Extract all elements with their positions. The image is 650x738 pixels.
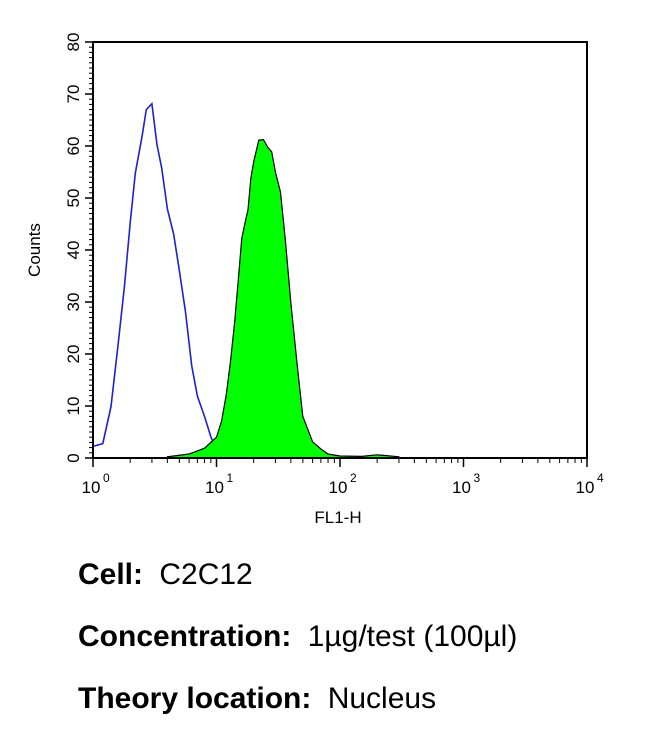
x-tick-label-base: 10 xyxy=(329,478,348,497)
series-layer xyxy=(92,102,400,459)
x-tick-label-base: 10 xyxy=(576,478,595,497)
x-tick-label-exponent: 2 xyxy=(350,471,357,485)
caption-concentration: Concentration: 1µg/test (100µl) xyxy=(78,620,517,654)
caption-theory-location-label: Theory location: xyxy=(78,682,312,715)
x-axis-title: FL1-H xyxy=(314,508,361,527)
y-tick-label: 50 xyxy=(64,189,83,208)
y-tick-label: 30 xyxy=(64,293,83,312)
x-tick-label-exponent: 0 xyxy=(103,471,110,485)
y-tick-label: 80 xyxy=(64,33,83,52)
x-tick-label-base: 10 xyxy=(82,478,101,497)
y-axis: 0 10 20 30 40 50 60 70 80 xyxy=(64,33,93,463)
x-tick-label-exponent: 4 xyxy=(597,471,604,485)
y-tick-label: 40 xyxy=(64,241,83,260)
y-tick-label: 20 xyxy=(64,345,83,364)
caption-cell: Cell: C2C12 xyxy=(78,558,253,592)
y-tick-label: 70 xyxy=(64,85,83,104)
plot-frame xyxy=(92,41,588,459)
series-0-outline-histogram xyxy=(92,102,218,452)
caption-theory-location: Theory location: Nucleus xyxy=(78,682,436,716)
x-tick-label-base: 10 xyxy=(452,478,471,497)
y-tick-label: 10 xyxy=(64,397,83,416)
x-tick-label-exponent: 3 xyxy=(474,471,481,485)
caption-cell-value: C2C12 xyxy=(159,558,253,591)
x-tick-label-base: 10 xyxy=(205,478,224,497)
series-1-filled-histogram xyxy=(166,138,400,459)
x-tick-label-exponent: 1 xyxy=(227,471,234,485)
x-axis: 10 0 10 1 10 2 10 3 10 4 xyxy=(82,458,604,497)
caption-concentration-value: 1µg/test (100µl) xyxy=(307,620,518,653)
caption-concentration-label: Concentration: xyxy=(78,620,292,653)
y-axis-title: Counts xyxy=(25,223,44,277)
caption-theory-location-value: Nucleus xyxy=(327,682,437,715)
y-tick-label: 60 xyxy=(64,137,83,156)
flow-cytometry-histogram: 0 10 20 30 40 50 60 70 80 10 0 10 1 10 2 10 3 10 4 Counts… xyxy=(25,33,604,527)
y-tick-label: 0 xyxy=(64,453,83,462)
caption-cell-label: Cell: xyxy=(78,558,144,591)
